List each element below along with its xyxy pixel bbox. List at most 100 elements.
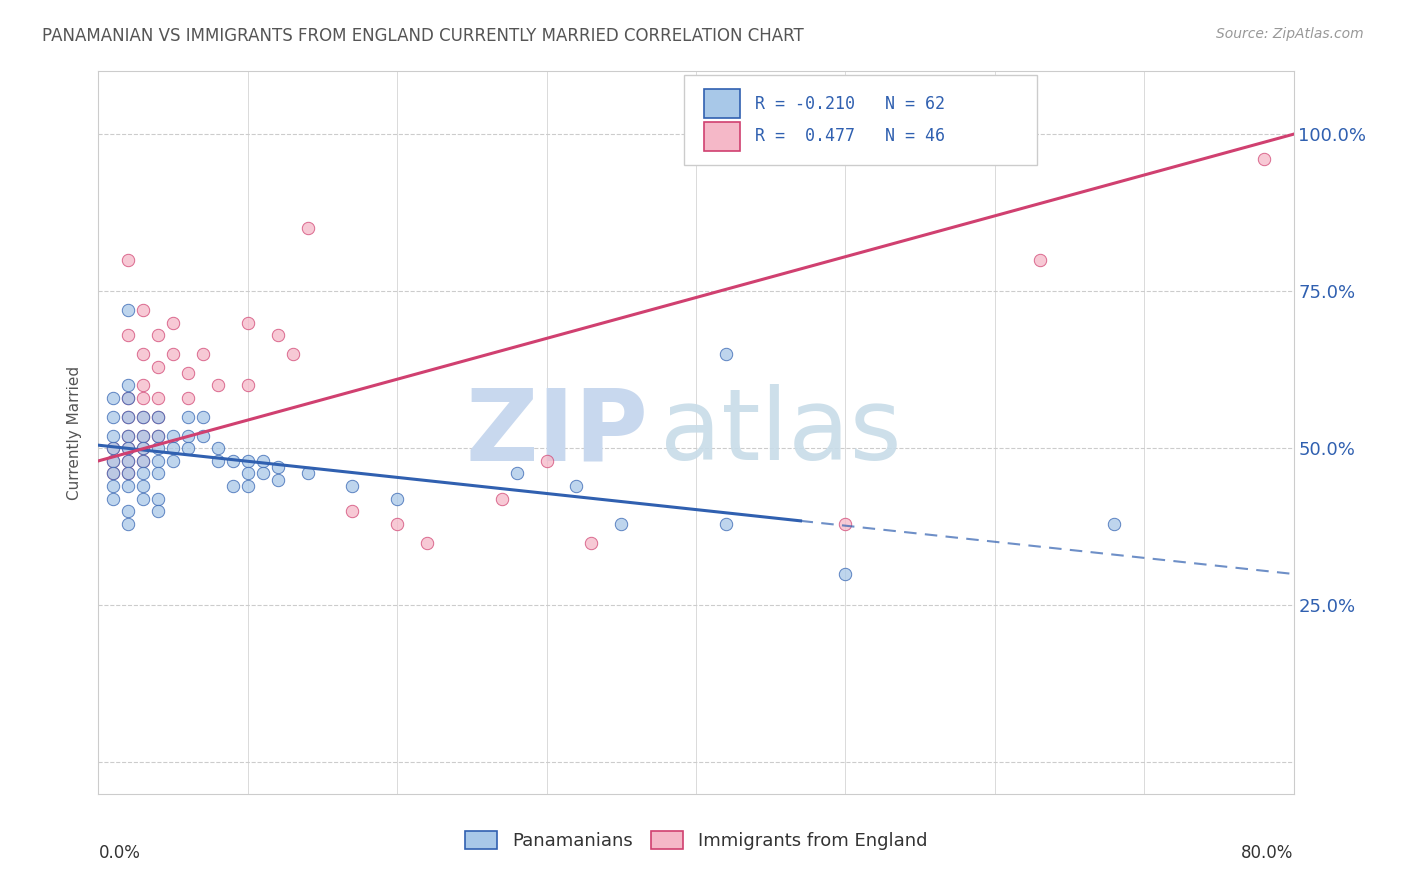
Point xyxy=(148,491,170,506)
Point xyxy=(103,491,125,506)
Point xyxy=(117,479,139,493)
Point xyxy=(1028,252,1050,267)
Point xyxy=(132,442,155,456)
Point xyxy=(117,516,139,531)
Point xyxy=(132,491,155,506)
Point xyxy=(117,303,139,318)
Point xyxy=(117,442,139,456)
Point xyxy=(103,442,125,456)
Point xyxy=(834,566,856,581)
Point xyxy=(342,479,364,493)
Point xyxy=(267,460,290,475)
Point xyxy=(610,516,633,531)
Point xyxy=(132,467,155,481)
Point xyxy=(491,491,513,506)
Point xyxy=(162,454,184,468)
Point xyxy=(236,454,259,468)
Point xyxy=(177,366,200,380)
Point xyxy=(252,454,274,468)
Point xyxy=(236,467,259,481)
Point xyxy=(177,429,200,443)
Point xyxy=(117,442,139,456)
Point xyxy=(117,467,139,481)
Point xyxy=(162,347,184,361)
Point xyxy=(103,442,125,456)
Point xyxy=(132,429,155,443)
Point xyxy=(162,316,184,330)
Text: R =  0.477   N = 46: R = 0.477 N = 46 xyxy=(755,128,945,145)
Point xyxy=(148,359,170,374)
Point xyxy=(117,328,139,343)
Point xyxy=(207,378,229,392)
Point xyxy=(117,504,139,518)
FancyBboxPatch shape xyxy=(704,89,740,119)
Point xyxy=(1253,153,1275,167)
FancyBboxPatch shape xyxy=(704,122,740,151)
Point xyxy=(148,454,170,468)
Point xyxy=(132,442,155,456)
Point xyxy=(148,442,170,456)
Point xyxy=(162,429,184,443)
Point xyxy=(191,429,214,443)
Point xyxy=(297,467,319,481)
Text: PANAMANIAN VS IMMIGRANTS FROM ENGLAND CURRENTLY MARRIED CORRELATION CHART: PANAMANIAN VS IMMIGRANTS FROM ENGLAND CU… xyxy=(42,27,804,45)
Point xyxy=(103,454,125,468)
Point xyxy=(177,409,200,424)
Point xyxy=(834,516,856,531)
Point xyxy=(148,429,170,443)
Text: atlas: atlas xyxy=(661,384,901,481)
Point xyxy=(132,391,155,405)
Point xyxy=(132,454,155,468)
Point xyxy=(191,409,214,424)
Point xyxy=(103,467,125,481)
Point xyxy=(342,504,364,518)
Point xyxy=(385,516,409,531)
Point xyxy=(132,409,155,424)
Point xyxy=(132,409,155,424)
Point xyxy=(281,347,304,361)
Point xyxy=(191,347,214,361)
Point xyxy=(297,221,319,235)
Point xyxy=(132,479,155,493)
Point xyxy=(222,479,245,493)
Point xyxy=(236,316,259,330)
Point xyxy=(117,391,139,405)
Point xyxy=(103,409,125,424)
Text: Source: ZipAtlas.com: Source: ZipAtlas.com xyxy=(1216,27,1364,41)
Point xyxy=(132,378,155,392)
Point xyxy=(267,328,290,343)
Point xyxy=(177,391,200,405)
Text: 0.0%: 0.0% xyxy=(98,845,141,863)
Point xyxy=(714,347,737,361)
Point xyxy=(714,516,737,531)
Point xyxy=(416,535,439,549)
Point xyxy=(103,454,125,468)
Point xyxy=(117,409,139,424)
Point xyxy=(117,467,139,481)
Point xyxy=(148,409,170,424)
Point xyxy=(132,347,155,361)
Point xyxy=(148,504,170,518)
Point xyxy=(506,467,529,481)
Point xyxy=(267,473,290,487)
Point xyxy=(222,454,245,468)
Point xyxy=(385,491,409,506)
Point xyxy=(252,467,274,481)
Point xyxy=(148,429,170,443)
Point xyxy=(148,467,170,481)
Point xyxy=(148,328,170,343)
Legend: Panamanians, Immigrants from England: Panamanians, Immigrants from England xyxy=(457,823,935,857)
Point xyxy=(117,391,139,405)
Point xyxy=(581,535,603,549)
Point xyxy=(148,391,170,405)
Point xyxy=(103,429,125,443)
Point xyxy=(117,409,139,424)
Point xyxy=(117,252,139,267)
Point xyxy=(132,303,155,318)
Point xyxy=(117,454,139,468)
Point xyxy=(565,479,588,493)
Point xyxy=(207,454,229,468)
Text: 80.0%: 80.0% xyxy=(1241,845,1294,863)
FancyBboxPatch shape xyxy=(685,75,1036,165)
Point xyxy=(103,467,125,481)
